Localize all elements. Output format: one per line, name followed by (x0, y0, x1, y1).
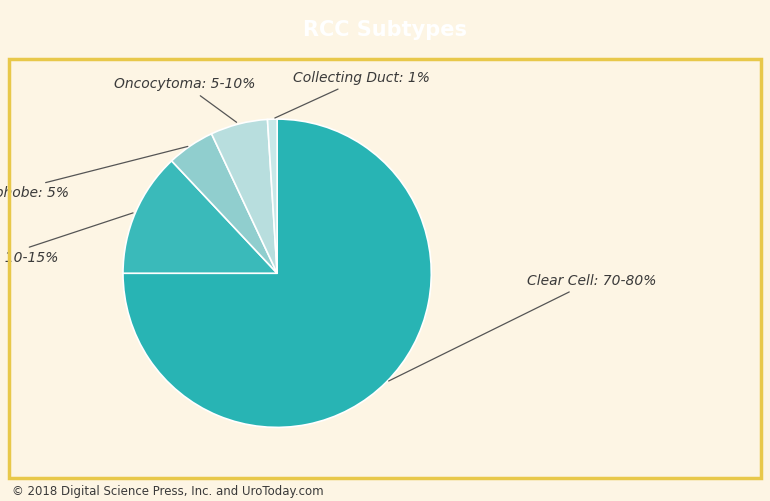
Text: Chromophobe: 5%: Chromophobe: 5% (0, 146, 188, 200)
Text: Oncocytoma: 5-10%: Oncocytoma: 5-10% (114, 77, 256, 122)
Wedge shape (212, 119, 277, 273)
Text: RCC Subtypes: RCC Subtypes (303, 20, 467, 40)
Text: Papillary: 10-15%: Papillary: 10-15% (0, 213, 133, 265)
Wedge shape (172, 134, 277, 273)
Wedge shape (123, 119, 431, 427)
Text: © 2018 Digital Science Press, Inc. and UroToday.com: © 2018 Digital Science Press, Inc. and U… (12, 485, 323, 498)
Wedge shape (123, 161, 277, 273)
Text: Clear Cell: 70-80%: Clear Cell: 70-80% (389, 274, 656, 381)
Wedge shape (267, 119, 277, 273)
Text: Collecting Duct: 1%: Collecting Duct: 1% (275, 71, 430, 118)
